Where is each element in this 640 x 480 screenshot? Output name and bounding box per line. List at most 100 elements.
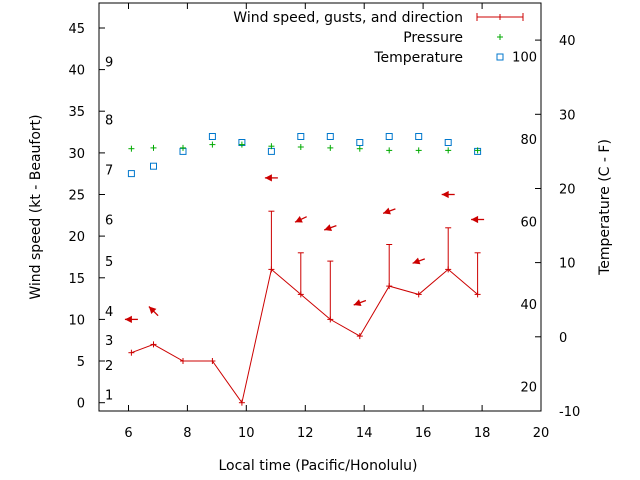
arrow-head [148, 306, 157, 314]
legend-sample-wind [476, 13, 524, 21]
wind-speed-point [180, 358, 186, 364]
legend-temperature-marker [496, 53, 504, 61]
y-axis-label: Wind speed (kt - Beaufort) [28, 114, 44, 299]
fahrenheit-label: 100 [512, 51, 537, 66]
y2-axis-label: Temperature (C - F) [597, 139, 613, 276]
x-tick-label: 10 [238, 426, 255, 441]
temperature-point [385, 133, 393, 140]
legend-label-pressure: Pressure [403, 30, 463, 46]
wind-direction-arrow [124, 315, 138, 323]
x-tick-label: 12 [297, 426, 314, 441]
temperature-point [208, 133, 216, 140]
x-tick-label: 8 [183, 426, 191, 441]
legend-wind-marker [497, 14, 503, 20]
tick-layer [99, 3, 542, 412]
arrow-head [324, 224, 332, 231]
wind-speed-point [150, 341, 157, 348]
legend: Wind speed, gusts, and direction Pressur… [233, 10, 524, 66]
wind-direction-arrow [441, 190, 455, 199]
x-tick-label: 14 [356, 426, 373, 441]
y-tick-label: 10 [68, 313, 85, 328]
x-tick-label: 18 [474, 426, 491, 441]
fahrenheit-label: 20 [520, 380, 537, 395]
beaufort-label: 4 [105, 305, 113, 320]
arrow-head [383, 207, 391, 215]
legend-sample-temperature [496, 53, 504, 61]
arrow-head [124, 315, 132, 323]
wind-direction-arrow [382, 207, 396, 215]
wind-direction-arrow [264, 174, 278, 182]
arrow-head [471, 215, 479, 224]
wind-direction-arrow [323, 224, 337, 231]
y-tick-label: 15 [68, 272, 85, 287]
pressure-point [238, 141, 245, 148]
fahrenheit-label: 40 [520, 298, 537, 313]
pressure-point [445, 147, 452, 154]
fahrenheit-label: 80 [520, 133, 537, 148]
beaufort-label: 6 [105, 214, 113, 229]
x-tick-label: 16 [415, 426, 432, 441]
y2-tick-label: 10 [559, 257, 576, 272]
temperature-point [297, 133, 305, 140]
wind-direction-arrow [148, 306, 159, 317]
pressure-point [327, 144, 334, 151]
y2-tick-label: 0 [559, 331, 567, 346]
beaufort-fahrenheit-label-layer: 20 40 60 80 100 1 2 3 4 5 6 7 8 9 [105, 51, 537, 404]
arrow-head [441, 190, 449, 199]
pressure-point [150, 144, 157, 151]
wind-speed-point [415, 291, 422, 298]
wind-direction-arrow [471, 215, 485, 224]
pressure-series [128, 141, 481, 154]
wind-direction-arrow [353, 299, 367, 306]
y2-tick-label: 20 [559, 183, 576, 198]
temperature-point [415, 133, 423, 140]
arrow-head [353, 299, 362, 306]
y-tick-label: 40 [68, 64, 85, 79]
y-tick-label: 0 [77, 397, 85, 412]
temperature-point [150, 162, 157, 170]
x-tick-label: 20 [533, 426, 550, 441]
legend-label-temperature: Temperature [373, 50, 463, 66]
wind-speed-point [356, 333, 363, 340]
wind-direction-arrow [294, 216, 307, 223]
beaufort-label: 7 [105, 164, 113, 179]
temperature-point [267, 147, 275, 155]
pressure-point [474, 147, 481, 154]
beaufort-label: 8 [105, 114, 113, 129]
pressure-point [415, 147, 422, 154]
beaufort-label: 5 [105, 255, 113, 270]
wind-series [128, 210, 481, 406]
arrow-head [412, 257, 421, 265]
plot-frame [98, 2, 542, 412]
wind-direction-arrows [124, 174, 485, 323]
y-tick-label: 30 [68, 147, 85, 162]
legend-label-wind: Wind speed, gusts, and direction [233, 10, 463, 26]
beaufort-label: 2 [105, 359, 113, 374]
beaufort-label: 1 [105, 388, 113, 403]
y2-tick-label: 40 [559, 34, 576, 49]
temperature-point [127, 170, 135, 178]
beaufort-label: 3 [105, 334, 113, 349]
arrow-head [264, 174, 272, 182]
legend-pressure-marker [497, 34, 503, 40]
temperature-point [356, 139, 364, 146]
x-axis-label: Local time (Pacific/Honolulu) [218, 458, 417, 474]
pressure-point [128, 145, 135, 152]
temperature-point [326, 133, 334, 140]
legend-sample-pressure [497, 34, 503, 40]
pressure-point [356, 145, 363, 152]
y2-tick-label: -10 [559, 405, 580, 420]
beaufort-label: 9 [105, 55, 113, 70]
tick-label-layer: 6 8 10 12 14 16 18 20051015202530354045-1001020… [68, 22, 580, 441]
y-tick-label: 20 [68, 230, 85, 245]
temperature-point [444, 139, 452, 146]
pressure-point [386, 147, 393, 154]
wind-speed-line [131, 268, 478, 404]
wind-speed-point [238, 399, 245, 406]
pressure-point [297, 144, 304, 150]
fahrenheit-label: 60 [520, 215, 537, 230]
wind-direction-arrow [412, 257, 426, 265]
y-tick-label: 25 [68, 189, 85, 204]
y-tick-label: 5 [77, 355, 85, 370]
